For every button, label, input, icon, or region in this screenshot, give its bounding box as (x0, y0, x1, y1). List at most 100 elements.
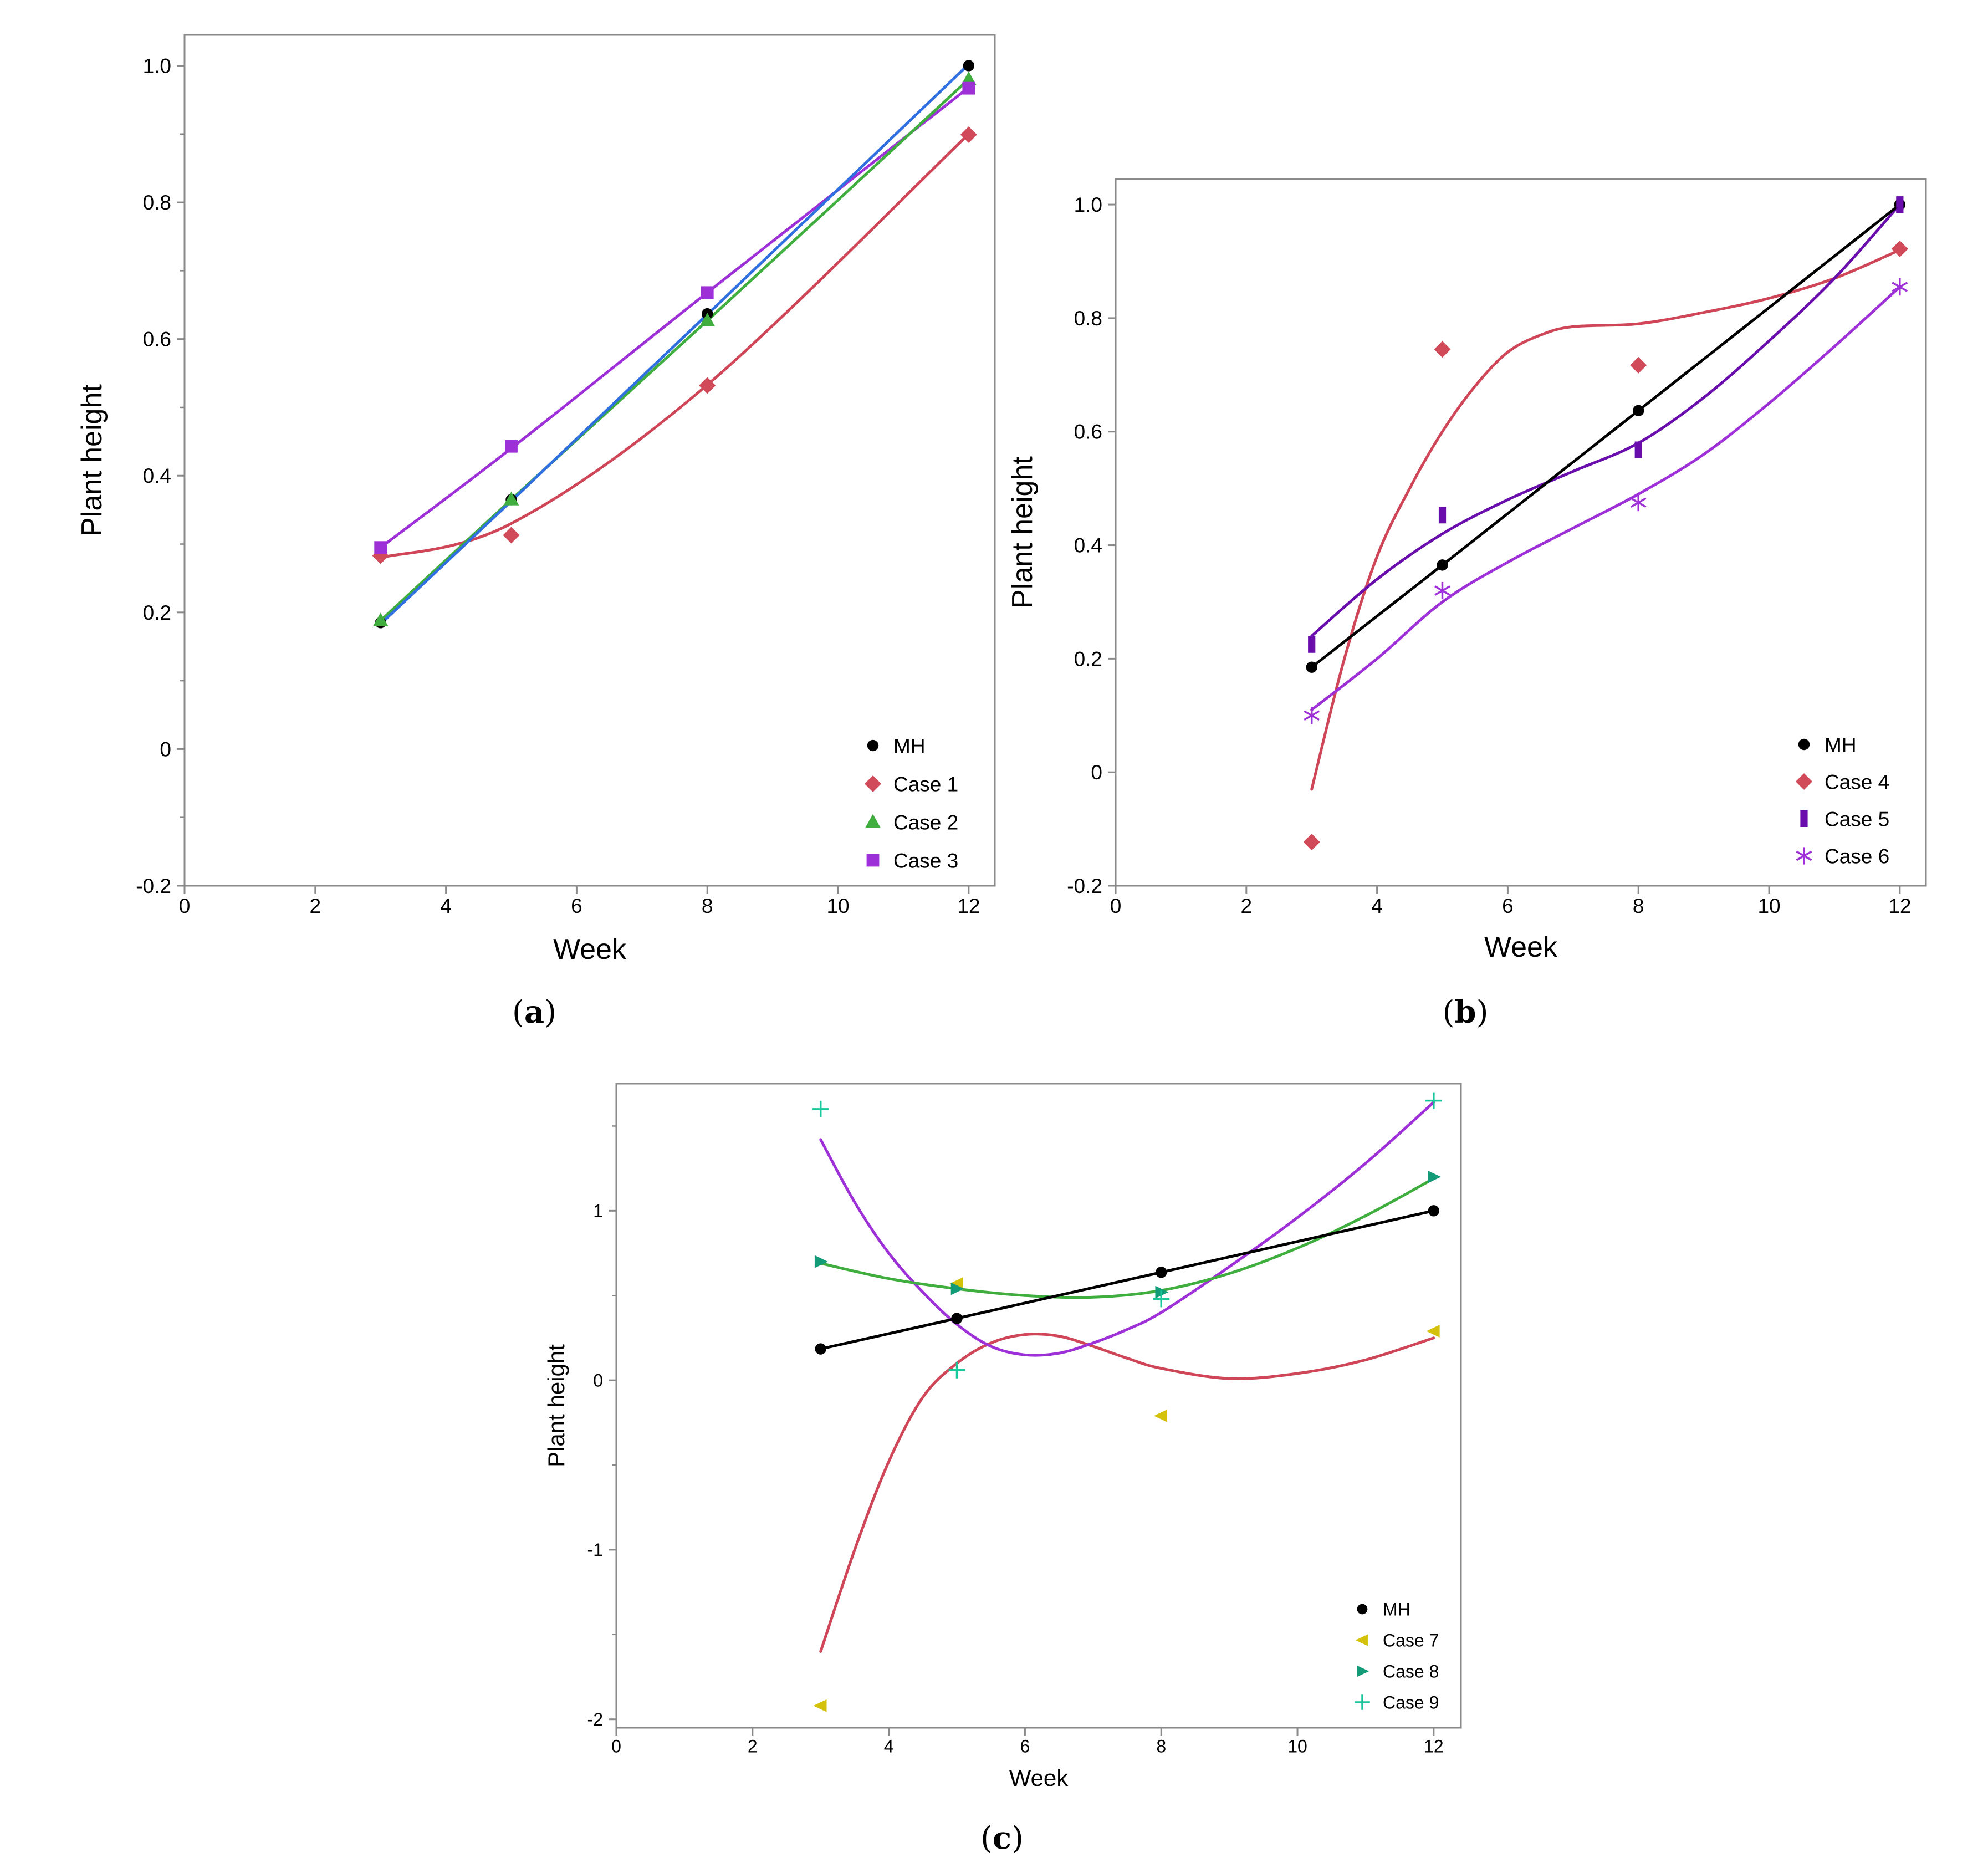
data-point (1428, 1170, 1442, 1183)
y-tick-label: 1.0 (1074, 193, 1102, 216)
legend-marker (1355, 1694, 1370, 1710)
data-point (815, 1343, 826, 1355)
legend-label: Case 9 (1383, 1693, 1439, 1713)
data-point (1434, 341, 1451, 358)
legend-marker (1800, 810, 1808, 827)
y-tick-label: 0.6 (143, 328, 171, 351)
y-tick-label: 0 (1091, 761, 1102, 784)
fit-curve-4 (1310, 203, 1902, 669)
fit-curve-1 (1310, 248, 1902, 791)
data-point (503, 527, 520, 544)
series-case-9 (812, 1092, 1442, 1379)
x-axis-label: Week (1009, 1765, 1069, 1791)
series-mh (815, 1205, 1440, 1355)
x-tick-label: 10 (826, 895, 849, 917)
data-point (1630, 494, 1647, 512)
legend-marker (1355, 1634, 1368, 1646)
data-point (813, 1699, 827, 1712)
x-tick-label: 10 (1757, 895, 1780, 917)
data-point (1153, 1290, 1170, 1308)
y-axis-label: Plant height (543, 1344, 569, 1467)
x-tick-label: 2 (310, 895, 321, 917)
series-case-6 (1304, 278, 1908, 724)
y-tick-label: -1 (587, 1540, 603, 1560)
legend-label: MH (1383, 1600, 1410, 1620)
data-point (1426, 1325, 1440, 1338)
data-point (1434, 581, 1450, 600)
panel-caption: (a) (512, 994, 556, 1030)
data-point (960, 126, 977, 144)
data-point (503, 491, 519, 506)
fit-curve-3 (1310, 285, 1902, 711)
data-point (1303, 834, 1320, 851)
panel-caption-letter: b (1454, 994, 1476, 1030)
x-tick-label: 4 (440, 895, 452, 917)
data-point (1438, 507, 1447, 524)
legend: MH Case 4 Case 5 Case 6 (1796, 733, 1889, 867)
data-point (812, 1100, 829, 1117)
x-tick-label: 0 (1110, 895, 1122, 917)
y-tick-label: 0.8 (143, 191, 171, 214)
y-axis-label: Plant height (76, 384, 108, 537)
legend-label: Case 8 (1383, 1662, 1439, 1682)
series-case-2 (372, 71, 977, 626)
fit-curve-1 (819, 1333, 1435, 1653)
y-tick-label: 0.2 (143, 601, 171, 624)
x-tick-label: 4 (1371, 895, 1383, 917)
data-point (699, 312, 716, 326)
legend-marker (865, 775, 881, 792)
legend-marker (1798, 738, 1810, 751)
x-tick-label: 0 (179, 895, 191, 917)
panel-caption-letter: c (993, 1820, 1011, 1856)
data-point (1634, 441, 1642, 458)
data-point (948, 1361, 965, 1379)
x-tick-label: 8 (702, 895, 713, 917)
fit-curve-2 (1310, 203, 1902, 637)
legend-marker (865, 814, 881, 828)
fit-curve-2 (819, 1101, 1435, 1357)
y-tick-label: -2 (587, 1709, 603, 1729)
fit-curve-1 (379, 132, 970, 559)
data-point (963, 60, 975, 72)
legend-marker (866, 854, 880, 867)
y-tick-label: 0.2 (1074, 647, 1102, 670)
data-point (1633, 405, 1644, 417)
x-tick-label: 6 (1502, 895, 1514, 917)
x-tick-label: 12 (1888, 895, 1911, 917)
legend-marker (867, 739, 879, 752)
x-tick-label: 0 (611, 1736, 621, 1756)
data-point (505, 440, 518, 453)
x-tick-label: 6 (571, 895, 582, 917)
y-tick-label: 0.8 (1074, 307, 1102, 330)
legend-label: MH (893, 734, 926, 757)
y-tick-label: 0.4 (1074, 534, 1102, 557)
panel-caption: (b) (1443, 994, 1489, 1030)
chart-panel-b: 0 2 4 6 8 10 12 -0.2 0 0.2 0.4 0.6 0.8 1.0 Week Plant h… (1006, 178, 1927, 1030)
x-axis-label: Week (1484, 931, 1558, 963)
legend: MH Case 1 Case 2 Case 3 (865, 734, 958, 872)
series-case-3 (374, 81, 975, 554)
legend-label: Case 4 (1825, 770, 1889, 793)
x-tick-label: 4 (884, 1736, 894, 1756)
fit-curve-2 (379, 86, 970, 549)
data-point (962, 81, 975, 95)
data-point (1425, 1092, 1442, 1109)
data-point (1304, 707, 1320, 724)
plot-frame (615, 1083, 1462, 1729)
series-case-4 (1303, 240, 1908, 851)
data-point (1630, 356, 1647, 374)
legend-marker (1357, 1604, 1368, 1615)
legend-marker (1796, 773, 1812, 790)
series-case-5 (1308, 196, 1904, 653)
legend-label: Case 2 (893, 811, 958, 834)
x-tick-label: 10 (1287, 1736, 1307, 1756)
y-tick-label: -0.2 (1067, 875, 1102, 897)
y-tick-label: 0.4 (143, 465, 171, 487)
y-tick-label: 0 (593, 1370, 603, 1390)
y-axis-label: Plant height (1006, 456, 1039, 609)
legend-marker (1357, 1665, 1369, 1677)
x-tick-label: 12 (1424, 1736, 1444, 1756)
data-point (1306, 661, 1317, 673)
data-point (1891, 240, 1908, 257)
